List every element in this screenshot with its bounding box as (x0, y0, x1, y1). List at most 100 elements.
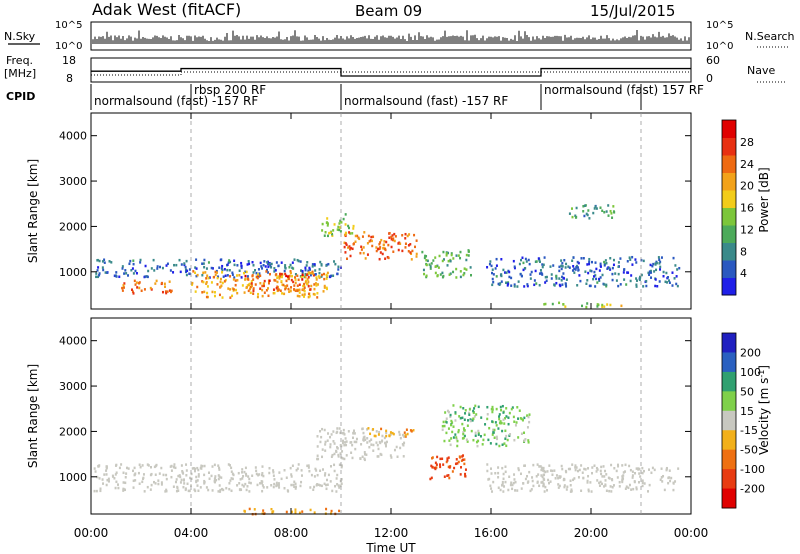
data-cell (501, 466, 504, 470)
data-cell (195, 267, 198, 270)
data-cell (305, 264, 308, 267)
data-cell (452, 436, 455, 439)
data-cell (107, 477, 110, 481)
data-cell (229, 275, 232, 278)
data-cell (612, 484, 615, 487)
data-cell (425, 258, 428, 262)
data-cell (446, 457, 449, 460)
data-cell (195, 480, 198, 484)
data-cell (545, 279, 548, 283)
power-tick-label: 4 (740, 267, 747, 280)
data-cell (219, 488, 222, 492)
colorbar-swatch (722, 488, 736, 509)
data-cell (543, 478, 546, 481)
data-cell (194, 290, 197, 293)
data-cell (230, 470, 233, 473)
data-cell (389, 454, 392, 457)
data-cell (625, 283, 628, 286)
data-cell (610, 463, 613, 467)
data-cell (201, 291, 204, 294)
data-cell (141, 477, 144, 481)
y-tick-label: 2000 (59, 220, 87, 233)
data-cell (301, 293, 304, 297)
data-cell (231, 273, 234, 276)
data-cell (491, 408, 494, 411)
data-cell (666, 281, 669, 284)
data-cell (585, 282, 588, 286)
data-cell (297, 463, 300, 466)
velocity-tick-label: 15 (740, 405, 754, 418)
data-cell (675, 275, 678, 278)
data-cell (486, 405, 489, 409)
data-cell (316, 457, 319, 461)
data-cell (586, 479, 589, 483)
data-cell (662, 274, 665, 278)
data-cell (118, 275, 121, 279)
data-cell (507, 422, 510, 426)
data-cell (486, 413, 489, 416)
data-cell (303, 284, 306, 288)
data-cell (372, 449, 375, 452)
data-cell (362, 436, 365, 439)
data-cell (544, 281, 547, 284)
data-cell (291, 464, 294, 467)
data-cell (604, 484, 607, 487)
data-cell (641, 471, 644, 475)
data-cell (461, 416, 464, 420)
data-cell (498, 415, 501, 418)
data-cell (241, 483, 244, 487)
data-cell (280, 261, 283, 264)
data-cell (457, 430, 460, 434)
data-cell (452, 425, 455, 428)
data-cell (207, 488, 210, 492)
data-cell (309, 288, 312, 291)
data-cell (522, 482, 525, 485)
data-cell (239, 478, 242, 481)
data-cell (538, 484, 541, 488)
data-cell (331, 453, 334, 457)
data-cell (425, 274, 428, 278)
data-cell (261, 465, 264, 468)
data-cell (541, 273, 544, 276)
data-cell (532, 484, 535, 488)
data-cell (150, 288, 153, 291)
data-cell (448, 466, 451, 469)
data-cell (538, 260, 541, 263)
data-cell (508, 475, 511, 479)
data-cell (426, 259, 429, 263)
data-cell (542, 473, 545, 477)
data-cell (203, 290, 206, 294)
data-cell (510, 407, 513, 411)
data-cell (335, 490, 338, 493)
data-cell (377, 447, 380, 451)
data-cell (620, 304, 623, 308)
data-cell (441, 457, 444, 461)
data-cell (275, 273, 278, 276)
data-cell (502, 490, 505, 493)
data-cell (455, 267, 458, 271)
data-cell (336, 272, 339, 276)
data-cell (218, 475, 221, 478)
data-cell (526, 284, 529, 288)
data-cell (188, 489, 191, 493)
data-cell (231, 271, 234, 275)
data-cell (463, 272, 466, 275)
nave-label: Nave (747, 64, 775, 77)
data-cell (654, 284, 657, 288)
data-cell (540, 468, 543, 472)
data-cell (121, 265, 124, 268)
y-tick-label: 1000 (59, 471, 87, 484)
data-cell (564, 305, 567, 308)
data-cell (341, 432, 344, 435)
data-cell (275, 484, 278, 488)
data-cell (457, 460, 460, 464)
data-cell (332, 430, 335, 433)
data-cell (342, 428, 345, 432)
data-cell (459, 256, 462, 260)
data-cell (294, 276, 297, 279)
data-cell (255, 271, 258, 275)
data-cell (582, 476, 585, 480)
data-cell (493, 436, 496, 439)
data-cell (498, 444, 501, 448)
nave-line (91, 71, 691, 76)
